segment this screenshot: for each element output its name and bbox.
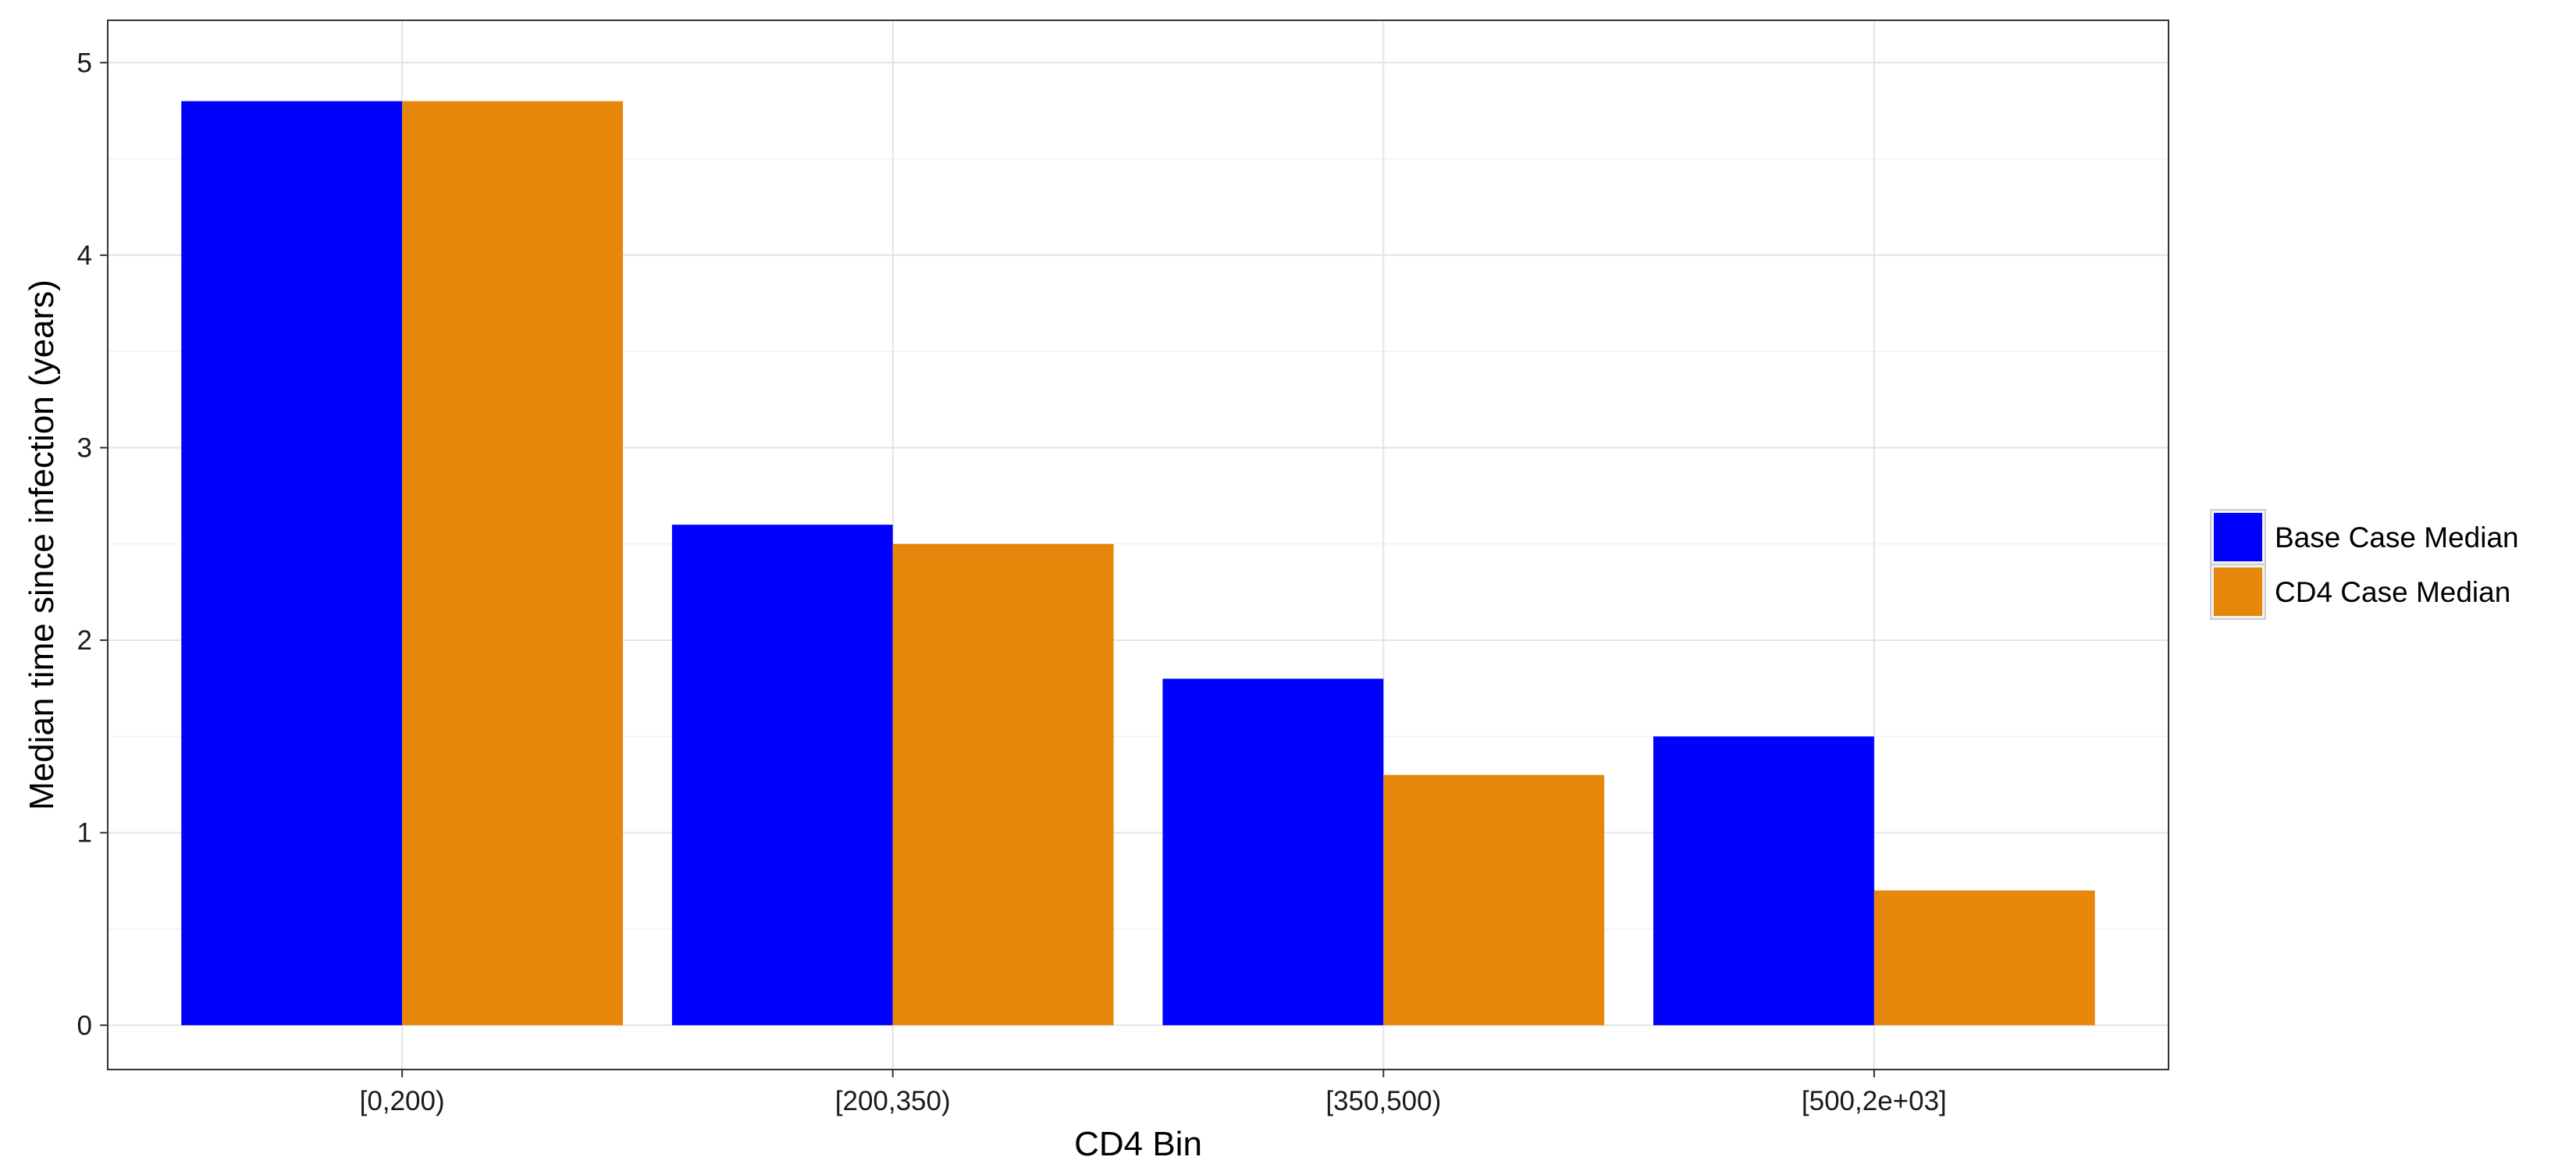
bars — [181, 101, 2095, 1026]
x-tick-label: [500,2e+03] — [1802, 1086, 1947, 1116]
x-tick-label: [0,200) — [360, 1086, 445, 1116]
x-axis-title: CD4 Bin — [1074, 1125, 1202, 1163]
legend: Base Case Median CD4 Case Median — [2210, 509, 2519, 620]
bar-cd4-case — [892, 543, 1114, 1026]
plot-border — [107, 20, 2169, 1070]
x-axis: [0,200) [200,350) [350,500) [500,2e+03] — [360, 1070, 1947, 1116]
bar-base-case — [1653, 736, 1874, 1026]
y-tick-label: 5 — [77, 48, 92, 78]
legend-label: CD4 Case Median — [2275, 576, 2510, 608]
bar-base-case — [181, 101, 403, 1026]
bar-base-case — [1162, 678, 1384, 1026]
bar-cd4-case — [1383, 774, 1605, 1026]
legend-swatch — [2214, 513, 2262, 561]
y-tick-label: 3 — [77, 432, 92, 463]
bar-cd4-case — [402, 101, 623, 1026]
x-tick-label: [200,350) — [835, 1086, 951, 1116]
y-axis-title: Median time since infection (years) — [23, 279, 61, 810]
y-tick-label: 0 — [77, 1010, 92, 1041]
legend-swatch — [2214, 568, 2262, 616]
bar-base-case — [671, 525, 893, 1026]
y-axis: 0 1 2 3 4 5 — [77, 48, 108, 1041]
x-tick-label: [350,500) — [1325, 1086, 1441, 1116]
y-tick-label: 1 — [77, 818, 92, 849]
legend-label: Base Case Median — [2275, 521, 2519, 553]
bar-cd4-case — [1873, 890, 2095, 1026]
y-tick-label: 4 — [77, 240, 92, 271]
y-tick-label: 2 — [77, 625, 92, 656]
